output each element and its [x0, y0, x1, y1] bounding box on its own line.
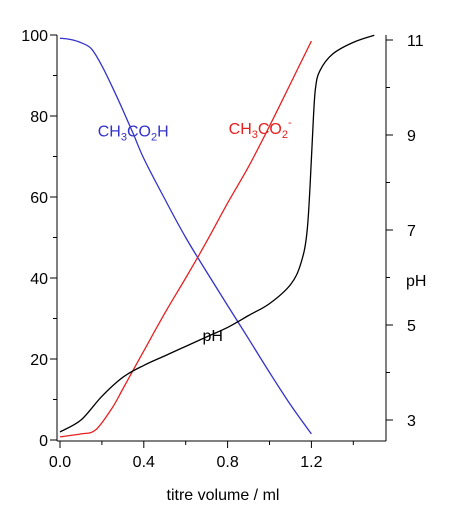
- right-tick-label: 9: [407, 128, 416, 145]
- left-tick-label: 40: [30, 271, 48, 288]
- label-acetate: CH3CO2-: [229, 117, 292, 141]
- left-tick-label: 20: [30, 352, 48, 369]
- left-tick-label: 0: [39, 433, 48, 450]
- right-tick-label: 11: [407, 33, 424, 50]
- left-tick-label: 80: [30, 109, 48, 126]
- axes: 0 20 40 60 80 100 0.0 0.4 0.8 1.2 3 5 7 9 11: [21, 28, 423, 471]
- right-tick-label: 5: [407, 318, 416, 335]
- right-tick-label: 3: [407, 413, 416, 430]
- ph-line: [59, 34, 375, 433]
- x-tick-label: 1.2: [300, 454, 322, 471]
- series-lines: [59, 34, 375, 438]
- right-y-axis-title: pH: [406, 273, 426, 290]
- x-tick-label: 0.8: [216, 454, 238, 471]
- label-acetic-acid: CH3CO2H: [98, 123, 169, 143]
- x-axis-title: titre volume / ml: [167, 487, 280, 504]
- x-tick-label: 0.0: [49, 454, 71, 471]
- acetate-line: [59, 40, 312, 438]
- left-tick-label: 100: [21, 28, 48, 45]
- series-labels: CH3CO2H CH3CO2- pH: [98, 117, 292, 345]
- left-tick-label: 60: [30, 190, 48, 207]
- acetic-acid-line: [59, 37, 312, 435]
- label-ph: pH: [202, 328, 222, 345]
- x-tick-label: 0.4: [133, 454, 155, 471]
- right-tick-label: 7: [407, 223, 416, 240]
